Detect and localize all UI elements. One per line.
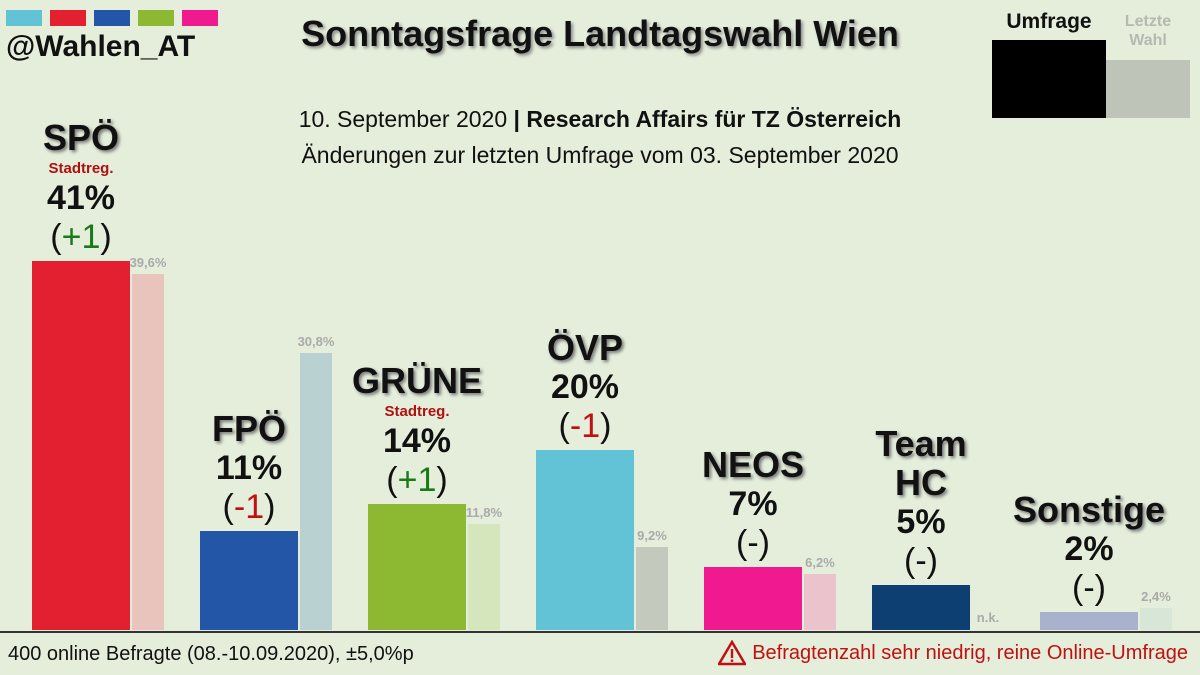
bar	[804, 574, 836, 630]
value-label: 6,2%	[805, 555, 835, 571]
subtitle-date: 10. September 2020	[298, 106, 508, 132]
bar	[1040, 612, 1138, 630]
legend-label: Letzte Wahl	[1124, 13, 1172, 50]
change-value: -	[747, 523, 759, 562]
bar	[32, 261, 130, 630]
bar-label-group: NEOS 7% (-)	[653, 445, 853, 563]
bracket: (	[904, 541, 916, 580]
footer-right: Befragtenzahl sehr niedrig, reine Online…	[718, 640, 1188, 666]
brand: @Wahlen_AT	[6, 30, 196, 63]
bar	[872, 585, 970, 630]
bar-label-group: Sonstige 2% (-)	[989, 490, 1189, 608]
change-value: +1	[397, 460, 437, 499]
category-label: ÖVP	[546, 327, 624, 369]
subtitle-separator: |	[513, 106, 520, 132]
bracket: (	[1072, 568, 1084, 607]
value-label: 2,4%	[1141, 589, 1171, 605]
value-label: 39,6%	[129, 254, 167, 270]
category-label: Sonstige	[1012, 489, 1165, 531]
bracket: )	[600, 406, 612, 445]
change-label: (+1)	[317, 461, 517, 500]
bracket: )	[264, 487, 276, 526]
brand-swatches	[6, 10, 218, 26]
value-label: 30,8%	[297, 333, 335, 349]
category-label: Team HC	[875, 422, 967, 504]
value-label: 7%	[728, 484, 778, 523]
bracket: (	[222, 487, 234, 526]
legend-swatch	[1106, 60, 1190, 118]
bar	[636, 547, 668, 630]
baseline	[0, 631, 1200, 633]
bracket: (	[736, 523, 748, 562]
legend-label: Umfrage	[1006, 10, 1092, 33]
bar	[300, 352, 332, 630]
chart-title: Sonntagsfrage Landtagswahl Wien	[301, 13, 899, 54]
change-value: -1	[233, 487, 265, 526]
bar	[704, 567, 802, 630]
bracket: )	[100, 217, 112, 256]
value-label: 11%	[215, 448, 283, 487]
change-value: -	[1083, 568, 1095, 607]
change-label: (+1)	[0, 218, 181, 257]
legend-swatch	[992, 40, 1106, 118]
bracket: )	[1094, 568, 1106, 607]
bar	[468, 523, 500, 630]
bar	[1140, 608, 1172, 630]
change-label: (-)	[989, 569, 1189, 608]
value-label: 2%	[1064, 529, 1114, 568]
change-label: (-)	[821, 542, 1021, 581]
value-label: 20%	[550, 367, 620, 406]
note: Stadtreg.	[48, 159, 114, 177]
change-label: (-1)	[149, 488, 349, 527]
value-label: 11,8%	[465, 504, 503, 520]
bar	[536, 450, 634, 630]
change-value: +1	[61, 217, 101, 256]
bar-label-group: Team HC 5% (-)	[821, 422, 1021, 581]
category-label: GRÜNE	[351, 359, 482, 401]
change-label: (-1)	[485, 407, 685, 446]
bar	[132, 273, 164, 630]
value-label: 14%	[382, 421, 452, 460]
category-label: FPÖ	[211, 408, 286, 450]
bracket: )	[926, 541, 938, 580]
change-label: (-)	[653, 524, 853, 563]
subtitle-changes: Änderungen zur letzten Umfrage vom 03. S…	[301, 142, 899, 168]
subtitle: 10. September 2020 | Research Affairs fü…	[200, 106, 1000, 133]
value-label: 5%	[896, 502, 946, 541]
bar-label-group: FPÖ 11% (-1)	[149, 409, 349, 527]
bracket: (	[50, 217, 62, 256]
value-label: 41%	[46, 178, 116, 217]
subtitle-source: Research Affairs für TZ Österreich	[526, 106, 902, 132]
bar	[200, 531, 298, 630]
category-label: NEOS	[701, 444, 805, 486]
value-label: n.k.	[976, 610, 1000, 625]
bracket: (	[558, 406, 570, 445]
bracket: )	[758, 523, 770, 562]
bracket: )	[436, 460, 448, 499]
bar-label-group: SPÖ Stadtreg. 41% (+1)	[0, 118, 181, 257]
bar-label-group: GRÜNE Stadtreg. 14% (+1)	[317, 361, 517, 500]
change-value: -	[915, 541, 927, 580]
bracket: (	[386, 460, 398, 499]
bar	[368, 504, 466, 630]
footer-warning: Befragtenzahl sehr niedrig, reine Online…	[752, 641, 1188, 664]
category-label: SPÖ	[42, 116, 120, 158]
footer-left: 400 online Befragte (08.-10.09.2020), ±5…	[8, 643, 414, 665]
change-value: -1	[569, 406, 601, 445]
warning-icon	[718, 640, 747, 666]
note: Stadtreg.	[384, 402, 450, 420]
value-label: 9,2%	[637, 528, 667, 544]
bar-label-group: ÖVP 20% (-1)	[485, 328, 685, 446]
